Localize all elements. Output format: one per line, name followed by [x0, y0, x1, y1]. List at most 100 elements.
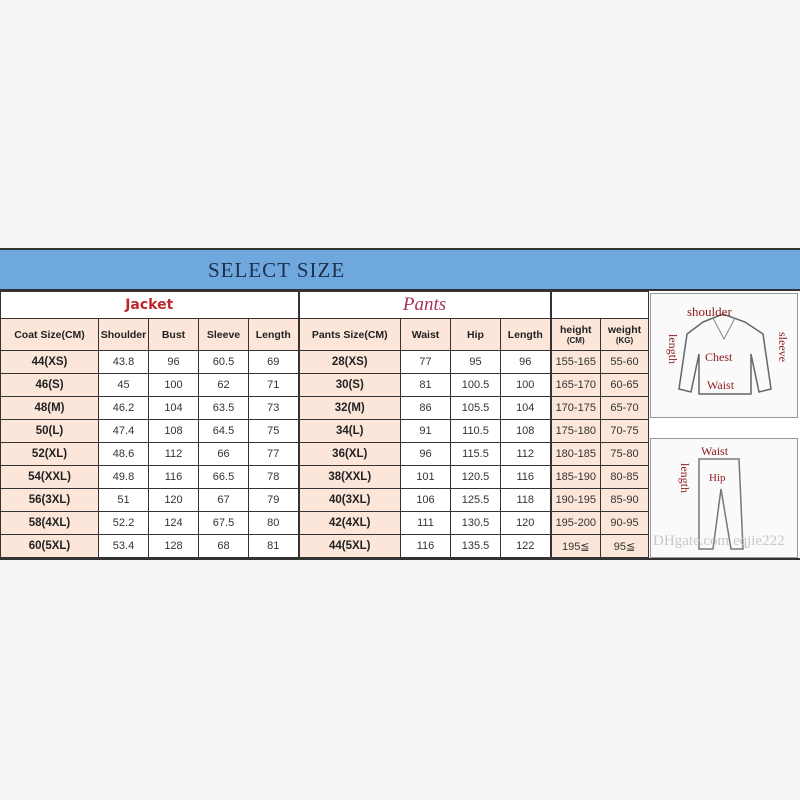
cell-sleeve: 64.5 — [198, 419, 249, 443]
cell-pants-size: 30(S) — [297, 373, 401, 397]
cell-bust: 120 — [148, 488, 199, 512]
table-row: 52(XL) 48.6 112 66 77 36(XL) 96 115.5 112 180-185… — [0, 442, 649, 466]
cell-pants-size: 34(L) — [297, 419, 401, 443]
cell-weight: 85-90 — [600, 488, 649, 512]
cell-bust: 104 — [148, 396, 199, 420]
jacket-label: Jacket — [125, 297, 174, 313]
cell-pants-length: 96 — [500, 350, 551, 374]
cell-shoulder: 48.6 — [98, 442, 149, 466]
cell-sleeve: 60.5 — [198, 350, 249, 374]
blank-group-header — [549, 291, 649, 319]
cell-hip: 135.5 — [450, 534, 501, 558]
cell-pants-length: 118 — [500, 488, 551, 512]
cell-weight: 75-80 — [600, 442, 649, 466]
pants-waist-label: Waist — [701, 444, 729, 458]
header-length: Length — [248, 318, 299, 351]
cell-coat-size: 50(L) — [0, 419, 99, 443]
cell-length: 69 — [248, 350, 299, 374]
cell-sleeve: 63.5 — [198, 396, 249, 420]
cell-waist: 91 — [400, 419, 451, 443]
cell-waist: 111 — [400, 511, 451, 535]
cell-waist: 101 — [400, 465, 451, 489]
weight-unit: (KG) — [615, 336, 634, 345]
jacket-illustration: shoulder length sleeve Chest Waist — [666, 304, 790, 395]
cell-hip: 125.5 — [450, 488, 501, 512]
header-shoulder: Shoulder — [98, 318, 149, 351]
cell-shoulder: 43.8 — [98, 350, 149, 374]
cell-height: 190-195 — [549, 488, 601, 512]
cell-hip: 100.5 — [450, 373, 501, 397]
cell-pants-size: 36(XL) — [297, 442, 401, 466]
waist-label: Waist — [707, 378, 735, 392]
table-row: 58(4XL) 52.2 124 67.5 80 42(4XL) 111 130.5 120 19… — [0, 511, 649, 535]
cell-weight: 90-95 — [600, 511, 649, 535]
cell-weight: 70-75 — [600, 419, 649, 443]
cell-weight: 80-85 — [600, 465, 649, 489]
cell-sleeve: 67 — [198, 488, 249, 512]
banner-title: SELECT SIZE — [208, 258, 346, 282]
table-row: 54(XXL) 49.8 116 66.5 78 38(XXL) 101 120.5 116 18… — [0, 465, 649, 489]
cell-height: 195-200 — [549, 511, 601, 535]
cell-waist: 116 — [400, 534, 451, 558]
header-waist: Waist — [400, 318, 451, 351]
cell-height: 185-190 — [549, 465, 601, 489]
cell-pants-size: 38(XXL) — [297, 465, 401, 489]
cell-length: 71 — [248, 373, 299, 397]
weight-label: weight — [607, 324, 642, 336]
cell-sleeve: 66.5 — [198, 465, 249, 489]
cell-coat-size: 52(XL) — [0, 442, 99, 466]
cell-length: 80 — [248, 511, 299, 535]
cell-hip: 95 — [450, 350, 501, 374]
cell-height: 170-175 — [549, 396, 601, 420]
cell-pants-size: 44(5XL) — [297, 534, 401, 558]
select-size-banner: SELECT SIZE — [0, 250, 800, 291]
cell-coat-size: 54(XXL) — [0, 465, 99, 489]
cell-sleeve: 67.5 — [198, 511, 249, 535]
cell-height: 195≦ — [549, 534, 601, 558]
watermark: DHgate.com eqjie222 — [653, 533, 785, 549]
cell-waist: 86 — [400, 396, 451, 420]
pants-length-label: length — [678, 463, 692, 493]
cell-hip: 110.5 — [450, 419, 501, 443]
pants-label: Pants — [402, 294, 447, 315]
shoulder-label: shoulder — [687, 304, 732, 319]
cell-hip: 105.5 — [450, 396, 501, 420]
cell-waist: 77 — [400, 350, 451, 374]
cell-shoulder: 45 — [98, 373, 149, 397]
column-header-row: Coat Size(CM) Shoulder Bust Sleeve Lengt… — [0, 318, 649, 351]
cell-length: 77 — [248, 442, 299, 466]
header-height: height (CM) — [549, 318, 601, 351]
table-row: 48(M) 46.2 104 63.5 73 32(M) 86 105.5 104 170-175… — [0, 396, 649, 420]
sleeve-label: sleeve — [776, 332, 790, 362]
cell-coat-size: 60(5XL) — [0, 534, 99, 558]
cell-coat-size: 44(XS) — [0, 350, 99, 374]
header-pants-length: Length — [500, 318, 551, 351]
cell-pants-size: 42(4XL) — [297, 511, 401, 535]
pants-group-header: Pants — [297, 291, 551, 319]
header-hip: Hip — [450, 318, 501, 351]
pants-illustration: Waist length Hip DHgate.com eqjie222 — [653, 444, 785, 550]
cell-shoulder: 46.2 — [98, 396, 149, 420]
cell-sleeve: 68 — [198, 534, 249, 558]
cell-length: 78 — [248, 465, 299, 489]
size-table: Jacket Pants Coat Size(CM) Shoulder Bust… — [0, 291, 649, 558]
cell-pants-length: 122 — [500, 534, 551, 558]
cell-pants-length: 116 — [500, 465, 551, 489]
header-weight: weight (KG) — [600, 318, 649, 351]
cell-bust: 116 — [148, 465, 199, 489]
cell-weight: 95≦ — [600, 534, 649, 558]
cell-pants-size: 40(3XL) — [297, 488, 401, 512]
table-row: 60(5XL) 53.4 128 68 81 44(5XL) 116 135.5 122 195≦… — [0, 534, 649, 558]
cell-pants-length: 108 — [500, 419, 551, 443]
cell-shoulder: 53.4 — [98, 534, 149, 558]
cell-height: 155-165 — [549, 350, 601, 374]
cell-weight: 60-65 — [600, 373, 649, 397]
cell-waist: 96 — [400, 442, 451, 466]
pants-diagram: Waist length Hip DHgate.com eqjie222 — [650, 438, 798, 558]
cell-bust: 112 — [148, 442, 199, 466]
cell-bust: 96 — [148, 350, 199, 374]
header-sleeve: Sleeve — [198, 318, 249, 351]
cell-bust: 124 — [148, 511, 199, 535]
header-pants-size: Pants Size(CM) — [297, 318, 401, 351]
cell-pants-size: 28(XS) — [297, 350, 401, 374]
